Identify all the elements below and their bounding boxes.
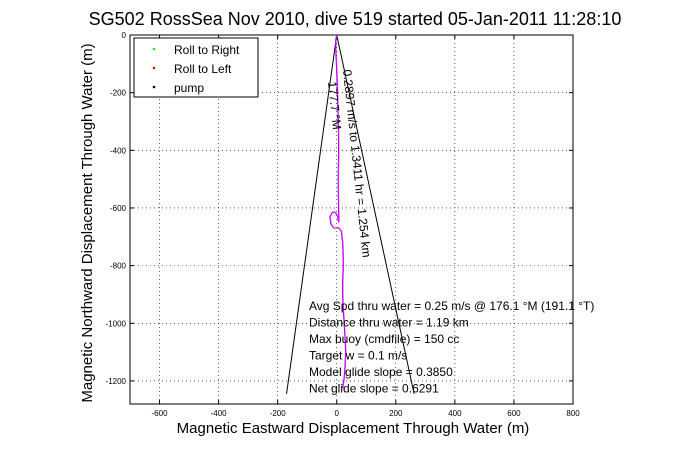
x-tick-label: 200 [389, 409, 403, 418]
y-tick-label: -1200 [106, 377, 127, 386]
y-tick-label: -1000 [106, 319, 127, 328]
y-tick-label: -600 [110, 204, 127, 213]
legend-label: pump [174, 81, 204, 95]
wedge-line [336, 34, 415, 395]
dive-track [329, 34, 347, 389]
x-tick-label: 600 [507, 409, 521, 418]
legend-label: Roll to Left [174, 62, 232, 76]
legend-marker [152, 66, 156, 70]
x-axis-label: Magnetic Eastward Displacement Through W… [177, 420, 530, 437]
legend-marker [152, 85, 156, 89]
x-tick-label: 800 [566, 409, 580, 418]
y-tick-label: -800 [110, 262, 127, 271]
heading-annotation: 177.7 °M [325, 81, 344, 130]
stat-line: Avg Spd thru water = 0.25 m/s @ 176.1 °M… [309, 299, 594, 313]
plot-area [129, 34, 574, 405]
x-tick-label: -600 [152, 409, 169, 418]
wedge-line [286, 34, 338, 394]
grid-lines [130, 35, 573, 404]
stat-line: Net glide slope = 0.6291 [309, 382, 439, 396]
y-tick-labels: 0 -200 -400 -600 -800 -1000 -1200 [106, 31, 127, 386]
x-tick-label: 0 [335, 409, 340, 418]
stat-line: Distance thru water = 1.19 km [309, 316, 469, 330]
track-series-1 [329, 34, 347, 389]
x-tick-labels: -600 -400 -200 0 200 400 600 800 [152, 409, 581, 418]
y-axis-label: Magnetic Northward Displacement Through … [79, 43, 96, 402]
stat-line: Target w = 0.1 m/s [309, 349, 407, 363]
chart-title: SG502 RossSea Nov 2010, dive 519 started… [89, 9, 622, 29]
x-tick-label: -200 [270, 409, 287, 418]
legend: Roll to Right Roll to Left pump [133, 37, 259, 98]
stat-line: Model glide slope = 0.3850 [309, 365, 453, 379]
y-tick-label: -400 [110, 146, 127, 155]
heading-wedge [286, 34, 415, 395]
legend-label: Roll to Right [174, 43, 240, 57]
x-tick-label: -400 [211, 409, 228, 418]
stat-line: Max buoy (cmdfile) = 150 cc [309, 332, 459, 346]
y-tick-label: 0 [122, 31, 127, 40]
y-tick-label: -200 [110, 89, 127, 98]
dive-stats-block: Avg Spd thru water = 0.25 m/s @ 176.1 °M… [309, 299, 594, 396]
x-tick-label: 400 [448, 409, 462, 418]
legend-marker [152, 47, 156, 51]
